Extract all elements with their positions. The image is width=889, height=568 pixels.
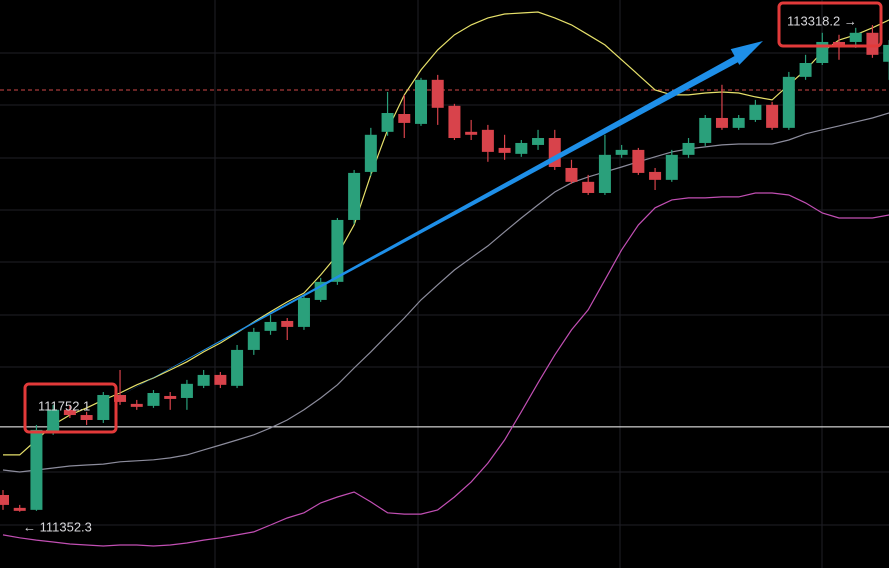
candle-body xyxy=(883,44,889,62)
candle-body xyxy=(97,394,110,420)
candle-body xyxy=(80,415,93,420)
candle-body xyxy=(632,149,645,173)
candle-body xyxy=(715,117,728,128)
candle-body xyxy=(749,104,762,120)
candle-body xyxy=(515,142,528,154)
highlight-box xyxy=(777,1,883,48)
candle-body xyxy=(114,394,127,402)
candle-body xyxy=(582,181,595,193)
candle-body xyxy=(849,32,862,42)
candle-body xyxy=(63,409,76,416)
candle-body xyxy=(364,134,377,172)
candle-body xyxy=(264,321,277,331)
candle-body xyxy=(30,429,43,510)
candle-body xyxy=(615,149,628,155)
candle-body xyxy=(431,79,444,108)
candle-body xyxy=(197,374,210,386)
candle-body xyxy=(231,349,244,386)
candle-body xyxy=(565,167,578,182)
candle-body xyxy=(766,104,779,128)
arrow-shaft xyxy=(118,52,744,398)
annotation: 111752.1 xyxy=(38,398,90,413)
candle-body xyxy=(665,154,678,180)
band-line xyxy=(2,112,889,473)
candle-body xyxy=(465,131,478,135)
candle-body xyxy=(699,117,712,143)
candle-body xyxy=(732,117,745,128)
candle-body xyxy=(598,154,611,193)
candle-body xyxy=(498,147,511,153)
candle-body xyxy=(130,403,143,407)
candle-body xyxy=(281,320,294,327)
candle-body xyxy=(214,374,227,385)
candle-body xyxy=(833,41,845,45)
trend-arrow xyxy=(118,41,763,398)
candle-body xyxy=(381,113,394,132)
candle-body xyxy=(180,383,193,398)
highlight-box xyxy=(23,382,118,434)
band-line xyxy=(3,11,889,456)
candle-body xyxy=(297,297,310,327)
candle-body xyxy=(13,507,26,511)
candle-body xyxy=(247,331,260,350)
candle-body xyxy=(147,393,160,406)
candle-body xyxy=(532,138,545,145)
candle-body xyxy=(331,219,344,282)
candle-body xyxy=(164,395,177,399)
candle-body xyxy=(782,76,795,128)
candle-body xyxy=(398,113,411,123)
candle-body xyxy=(481,129,494,152)
candle-body xyxy=(0,495,9,505)
candle-body xyxy=(415,79,427,124)
arrow-head xyxy=(730,41,763,65)
candle-body xyxy=(314,281,327,300)
candle-body xyxy=(649,171,662,180)
band-line xyxy=(2,192,889,547)
candle-body xyxy=(348,172,361,220)
candle-body xyxy=(448,105,461,139)
candle-body xyxy=(47,409,60,432)
candle-body xyxy=(866,32,879,55)
annotation: ← 111352.3 xyxy=(23,519,92,534)
annotation: 113318.2 → xyxy=(787,13,857,28)
plot xyxy=(0,11,889,547)
candle-body xyxy=(682,142,695,155)
candle-body xyxy=(799,62,812,77)
